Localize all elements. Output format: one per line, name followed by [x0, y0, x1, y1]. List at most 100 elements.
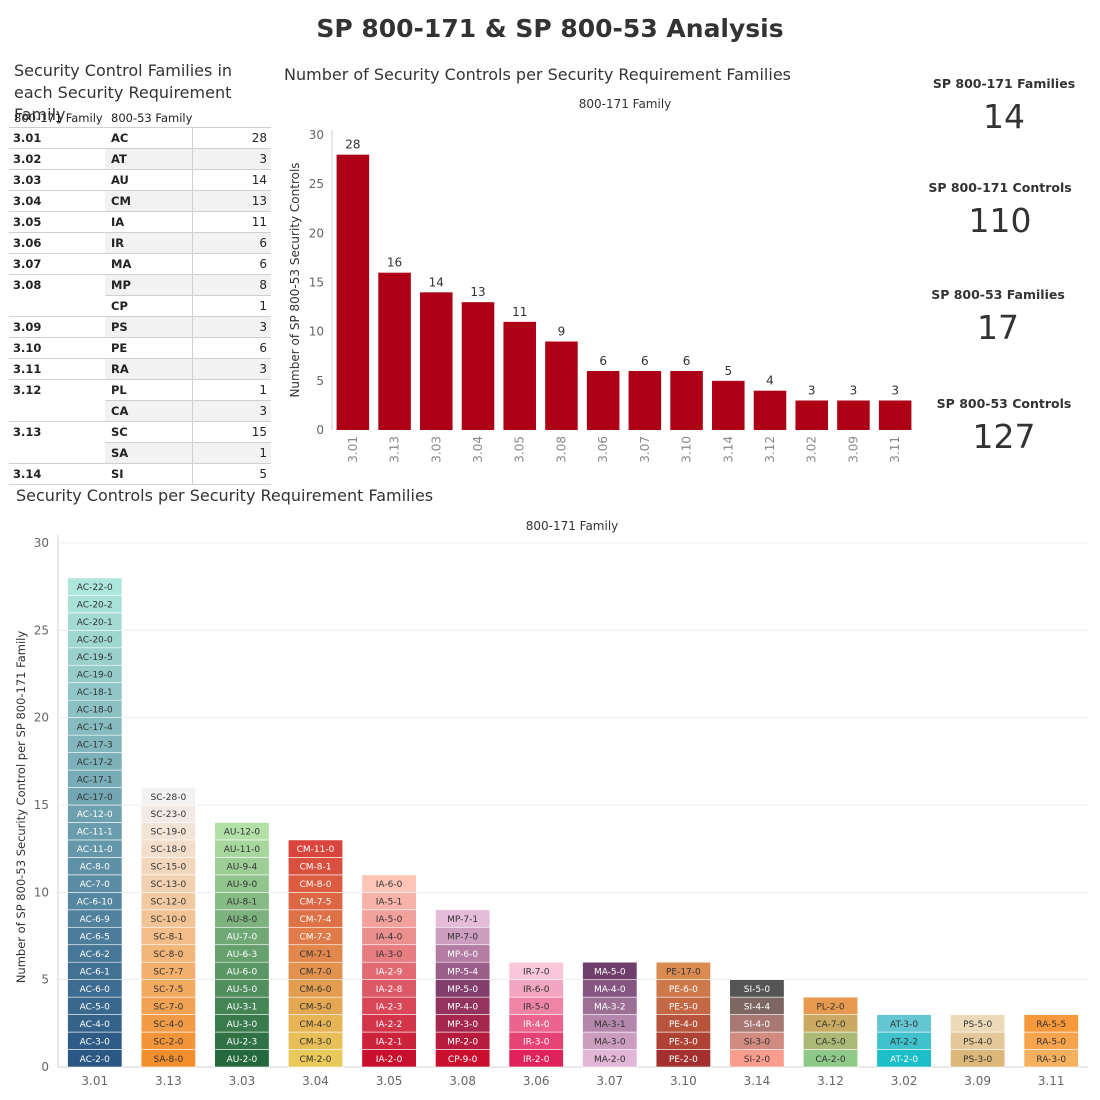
stack-segment[interactable] — [67, 577, 123, 596]
bar[interactable] — [878, 400, 912, 431]
segment-label: PE-2-0 — [669, 1055, 698, 1065]
bar[interactable] — [753, 390, 787, 430]
segment-label: PE-17-0 — [666, 967, 701, 977]
segment-label: AC-11-1 — [77, 828, 113, 838]
kpi-panel: SP 800-171 Controls 110 — [920, 180, 1080, 240]
segment-label: AC-6-2 — [80, 950, 110, 960]
segment-label: RA-3-0 — [1036, 1055, 1066, 1065]
stack-segment[interactable] — [729, 979, 785, 998]
stack-segment[interactable] — [582, 961, 638, 980]
y-tick-label: 0 — [316, 423, 324, 437]
segment-label: MA-5-0 — [594, 967, 626, 977]
stack-segment[interactable] — [287, 839, 344, 858]
bar-chart-title: Number of Security Controls per Security… — [284, 65, 791, 84]
bar-value-label: 6 — [599, 354, 607, 368]
x-tick-label: 3.13 — [155, 1074, 182, 1088]
segment-label: SI-5-0 — [744, 985, 771, 995]
segment-label: PE-4-0 — [669, 1020, 698, 1030]
segment-label: CM-5-0 — [300, 1002, 332, 1012]
bar[interactable] — [586, 371, 620, 430]
segment-label: IR-6-0 — [523, 985, 550, 995]
bar-value-label: 13 — [470, 285, 485, 299]
row-divider-mask — [9, 400, 105, 401]
segment-label: CM-8-1 — [300, 863, 332, 873]
stack-segment[interactable] — [214, 822, 270, 841]
segment-label: SA-8-0 — [153, 1055, 183, 1065]
kpi-label-53-families: SP 800-53 Families — [931, 287, 1065, 302]
cell-800-53-family: MP — [111, 278, 131, 292]
bar[interactable] — [628, 371, 662, 430]
segment-label: SI-4-4 — [744, 1002, 771, 1012]
segment-label: AU-8-1 — [227, 898, 258, 908]
cell-control-count: 6 — [259, 257, 267, 271]
x-tick-label: 3.07 — [638, 436, 652, 463]
stack-segment[interactable] — [361, 874, 417, 893]
row-shade — [105, 275, 271, 295]
segment-label: AU-6-0 — [227, 967, 258, 977]
segment-label: AC-5-0 — [80, 1002, 111, 1012]
segment-label: PL-2-0 — [816, 1002, 845, 1012]
segment-label: CM-7-1 — [300, 950, 332, 960]
table-row: 3.10 PE 6 — [9, 337, 271, 358]
kpi-label-171-families: SP 800-171 Families — [932, 76, 1076, 91]
kpi-value-53-controls: 127 — [972, 417, 1036, 456]
segment-label: SC-7-0 — [153, 1002, 183, 1012]
segment-label: SC-8-1 — [153, 933, 183, 943]
y-tick-label: 15 — [309, 276, 324, 290]
segment-label: AC-17-3 — [77, 740, 113, 750]
cell-800-53-family: PL — [111, 383, 127, 397]
segment-label: AC-19-0 — [77, 671, 113, 681]
bar[interactable] — [670, 371, 703, 430]
bar-value-label: 5 — [724, 364, 732, 378]
bar[interactable] — [378, 272, 411, 430]
segment-label: PS-3-0 — [963, 1055, 992, 1065]
segment-label: PE-3-0 — [669, 1037, 698, 1047]
y-tick-label: 10 — [34, 885, 49, 899]
segment-label: SC-7-5 — [153, 985, 183, 995]
segment-label: CP-9-0 — [448, 1055, 478, 1065]
bar[interactable] — [837, 400, 870, 431]
x-tick-label: 3.10 — [680, 436, 694, 463]
segment-label: AU-2-0 — [227, 1055, 258, 1065]
cell-800-53-family: RA — [111, 362, 129, 376]
segment-label: IA-2-1 — [376, 1037, 403, 1047]
bar-chart-subtitle: 800-171 Family — [579, 97, 672, 111]
stack-segment[interactable] — [950, 1014, 1006, 1033]
column-divider — [192, 422, 193, 442]
segment-label: SC-4-0 — [153, 1020, 183, 1030]
segment-label: SC-15-0 — [151, 863, 187, 873]
cell-800-53-family: PS — [111, 320, 128, 334]
segment-label: AC-6-1 — [80, 967, 110, 977]
bar[interactable] — [503, 321, 536, 430]
header-800-53-family: 800-53 Family — [111, 111, 193, 125]
stack-segment[interactable] — [140, 787, 196, 806]
bar[interactable] — [545, 341, 578, 431]
row-divider-mask — [9, 295, 105, 296]
bar[interactable] — [336, 154, 370, 430]
stack-segment[interactable] — [508, 961, 564, 980]
stack-segment[interactable] — [876, 1014, 932, 1033]
cell-control-count: 28 — [251, 131, 267, 145]
stack-segment[interactable] — [655, 961, 711, 980]
y-tick-label: 5 — [316, 374, 324, 388]
x-tick-label: 3.05 — [376, 1074, 403, 1088]
segment-label: IA-2-2 — [376, 1020, 403, 1030]
cell-control-count: 6 — [259, 236, 267, 250]
bar[interactable] — [795, 400, 828, 431]
segment-label: SC-8-0 — [153, 950, 183, 960]
stack-segment[interactable] — [435, 909, 491, 928]
stack-segment[interactable] — [1023, 1014, 1079, 1033]
stack-segment[interactable] — [802, 996, 859, 1015]
cell-control-count: 1 — [259, 446, 267, 460]
security-controls-stacked-chart: 800-171 Family Number of SP 800-53 Secur… — [14, 519, 1088, 1088]
segment-label: AC-11-0 — [77, 845, 113, 855]
bar[interactable] — [712, 380, 745, 430]
segment-label: AC-6-10 — [77, 898, 113, 908]
families-table: 800-171 Family 800-53 Family 3.01 AC 28 3.0… — [9, 111, 271, 485]
segment-label: CM-6-0 — [300, 985, 332, 995]
segment-label: AU-11-0 — [224, 845, 261, 855]
x-tick-label: 3.13 — [388, 436, 402, 463]
bar[interactable] — [420, 292, 453, 430]
bar[interactable] — [461, 302, 495, 430]
x-tick-label: 3.02 — [891, 1074, 918, 1088]
